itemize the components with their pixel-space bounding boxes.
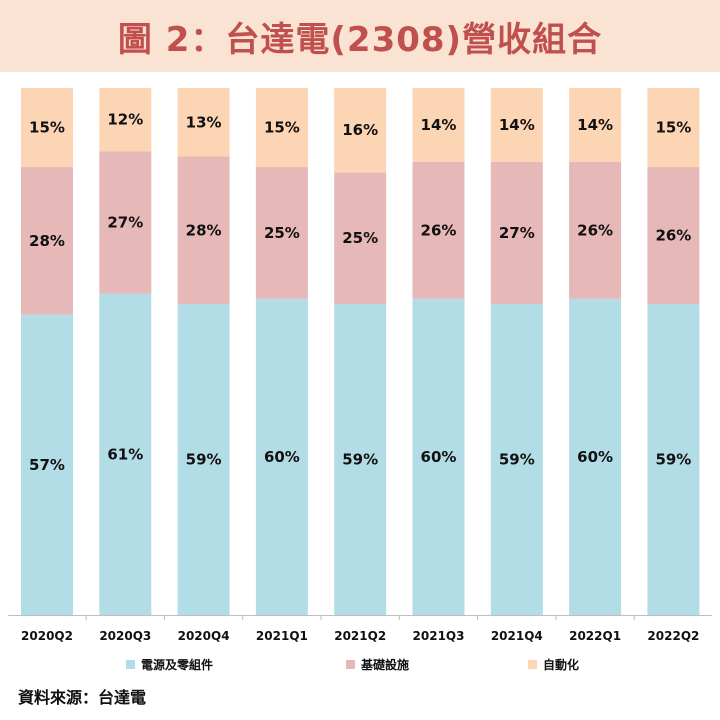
data-label-2021Q4-s1: 27% [499, 224, 535, 242]
bar-segment-2021Q1-s1 [255, 167, 308, 299]
legend-item-infrastructure: 基礎設施 [346, 656, 409, 673]
x-tick-label-2020Q2: 2020Q2 [21, 629, 73, 643]
legend-item-automation: 自動化 [528, 656, 579, 673]
data-label-2020Q2-s2: 15% [29, 119, 65, 137]
bar-segment-2022Q2-s0 [647, 304, 700, 615]
bar-segment-2022Q2-s1 [647, 167, 700, 305]
bar-segment-2022Q1-s1 [569, 161, 622, 299]
legend-item-power: 電源及零組件 [126, 656, 213, 673]
data-label-2021Q2-s2: 16% [342, 121, 378, 139]
data-label-2020Q2-s1: 28% [29, 232, 65, 250]
data-label-2020Q4-s1: 28% [186, 221, 222, 239]
x-tick-label-2020Q3: 2020Q3 [99, 629, 151, 643]
bar-segment-2020Q2-s2 [21, 88, 73, 168]
stacked-bar-chart: 57% 28% 15% 2020Q2 61% 27% 12% 2020Q3 59% 28% 13% 2… [8, 88, 712, 643]
data-label-2022Q2-s0: 59% [655, 451, 691, 469]
data-label-2022Q2-s2: 15% [655, 119, 691, 137]
bar-segment-2021Q3-s0 [412, 298, 465, 615]
data-label-2021Q1-s1: 25% [264, 224, 300, 242]
legend-swatch-power [126, 660, 135, 669]
bar-segment-2021Q4-s2 [490, 88, 543, 162]
legend-swatch-infrastructure [346, 660, 355, 669]
bar-segment-2020Q4-s2 [177, 88, 230, 157]
bar-segment-2020Q2-s0 [21, 314, 73, 615]
bar-segment-2021Q3-s2 [412, 88, 465, 162]
data-label-2021Q2-s0: 59% [342, 451, 378, 469]
data-label-2020Q3-s1: 27% [107, 213, 143, 231]
bar-segment-2020Q4-s1 [177, 156, 230, 305]
bar-segment-2020Q3-s1 [99, 151, 152, 294]
data-label-2021Q3-s1: 26% [421, 221, 457, 239]
bar-segment-2020Q3-s2 [99, 88, 152, 152]
bar-segment-2021Q4-s1 [490, 161, 543, 305]
legend-label-infrastructure: 基礎設施 [361, 658, 410, 672]
chart-title: 圖 2：台達電(2308)營收組合 [117, 19, 603, 60]
bar-segment-2021Q2-s1 [334, 172, 387, 305]
data-label-2020Q3-s2: 12% [107, 111, 143, 129]
data-label-2021Q4-s0: 59% [499, 451, 535, 469]
bar-segment-2021Q1-s0 [255, 298, 308, 615]
data-label-2021Q3-s0: 60% [421, 448, 457, 466]
data-label-2020Q4-s2: 13% [186, 113, 222, 131]
bar-segment-2021Q2-s0 [334, 304, 387, 615]
bar-segment-2020Q2-s1 [21, 167, 73, 315]
bar-segment-2021Q1-s2 [255, 88, 308, 168]
data-label-2020Q2-s0: 57% [29, 456, 65, 474]
data-label-2021Q3-s2: 14% [421, 116, 457, 134]
data-label-2022Q1-s0: 60% [577, 448, 613, 466]
data-label-2021Q2-s1: 25% [342, 229, 378, 247]
source-note: 資料來源：台達電 [18, 688, 147, 707]
data-label-2022Q1-s2: 14% [577, 116, 613, 134]
data-label-2021Q4-s2: 14% [499, 116, 535, 134]
x-tick-label-2021Q3: 2021Q3 [413, 629, 465, 643]
legend-label-automation: 自動化 [543, 658, 580, 672]
legend-label-power: 電源及零組件 [141, 658, 214, 672]
legend-swatch-automation [528, 660, 537, 669]
chart-legend: 電源及零組件 基礎設施 自動化 [0, 656, 720, 674]
x-tick-label-2021Q4: 2021Q4 [491, 629, 543, 643]
data-label-2020Q3-s0: 61% [107, 445, 143, 463]
bar-segment-2020Q4-s0 [177, 304, 230, 615]
bar-segment-2020Q3-s0 [99, 293, 152, 615]
x-tick-label-2021Q1: 2021Q1 [256, 629, 308, 643]
bar-segment-2022Q1-s0 [569, 298, 622, 615]
data-label-2022Q1-s1: 26% [577, 221, 613, 239]
bar-segment-2021Q2-s2 [334, 88, 387, 173]
x-tick-label-2020Q4: 2020Q4 [178, 629, 230, 643]
bar-segment-2021Q4-s0 [490, 304, 543, 615]
bar-segment-2022Q2-s2 [647, 88, 700, 168]
data-label-2022Q2-s1: 26% [655, 227, 691, 245]
x-tick-label-2022Q1: 2022Q1 [569, 629, 621, 643]
x-tick-label-2021Q2: 2021Q2 [334, 629, 386, 643]
bar-segment-2022Q1-s2 [569, 88, 622, 162]
bar-segment-2021Q3-s1 [412, 161, 465, 299]
data-label-2021Q1-s0: 60% [264, 448, 300, 466]
x-tick-label-2022Q2: 2022Q2 [647, 629, 699, 643]
data-label-2020Q4-s0: 59% [186, 451, 222, 469]
data-label-2021Q1-s2: 15% [264, 119, 300, 137]
title-band: 圖 2：台達電(2308)營收組合 [0, 0, 720, 72]
